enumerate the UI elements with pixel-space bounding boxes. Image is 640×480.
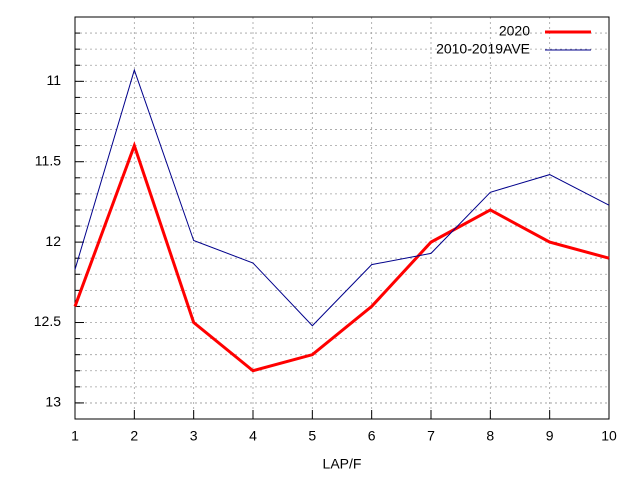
y-tick-label: 11.5 [35, 152, 61, 168]
plot-frame [74, 16, 610, 420]
legend-label: 2010-2019AVE [436, 41, 530, 57]
series-line [73, 141, 610, 373]
y-tick-label: 12.5 [34, 313, 61, 329]
x-tick-label: 10 [601, 428, 617, 444]
x-tick-label: 2 [130, 428, 138, 444]
x-tick-label: 4 [249, 428, 257, 444]
x-tick-label: 3 [190, 428, 198, 444]
x-axis-label: LAP/F [323, 456, 362, 472]
legend-label: 2020 [499, 23, 530, 39]
x-tick-label: 8 [486, 428, 494, 444]
y-tick-label: 12 [45, 233, 61, 249]
y-tick-label: 13 [45, 394, 61, 410]
y-tick-label: 11 [46, 72, 61, 88]
x-tick-label: 7 [427, 428, 435, 444]
series-line [74, 68, 610, 327]
x-tick-label: 6 [368, 428, 376, 444]
x-tick-label: 9 [546, 428, 554, 444]
x-tick-label: 1 [71, 428, 79, 444]
x-tick-label: 5 [308, 428, 316, 444]
